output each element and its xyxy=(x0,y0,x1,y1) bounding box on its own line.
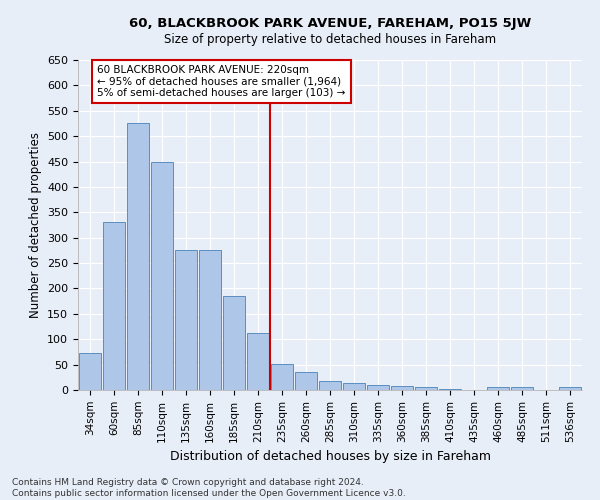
Bar xyxy=(343,384,365,390)
Bar xyxy=(151,162,173,390)
Bar xyxy=(79,354,101,390)
Bar xyxy=(127,124,149,390)
Bar xyxy=(175,250,197,390)
X-axis label: Distribution of detached houses by size in Fareham: Distribution of detached houses by size … xyxy=(170,450,491,463)
Bar xyxy=(271,364,293,390)
Bar xyxy=(487,388,509,390)
Bar xyxy=(559,388,581,390)
Text: Size of property relative to detached houses in Fareham: Size of property relative to detached ho… xyxy=(164,32,496,46)
Text: Contains HM Land Registry data © Crown copyright and database right 2024.
Contai: Contains HM Land Registry data © Crown c… xyxy=(12,478,406,498)
Bar xyxy=(199,250,221,390)
Bar xyxy=(319,381,341,390)
Text: 60 BLACKBROOK PARK AVENUE: 220sqm
← 95% of detached houses are smaller (1,964)
5: 60 BLACKBROOK PARK AVENUE: 220sqm ← 95% … xyxy=(97,65,346,98)
Bar xyxy=(415,388,437,390)
Y-axis label: Number of detached properties: Number of detached properties xyxy=(29,132,41,318)
Bar xyxy=(103,222,125,390)
Bar xyxy=(223,296,245,390)
Bar xyxy=(511,388,533,390)
Text: 60, BLACKBROOK PARK AVENUE, FAREHAM, PO15 5JW: 60, BLACKBROOK PARK AVENUE, FAREHAM, PO1… xyxy=(129,18,531,30)
Bar xyxy=(295,372,317,390)
Bar xyxy=(367,386,389,390)
Bar xyxy=(247,332,269,390)
Bar xyxy=(391,386,413,390)
